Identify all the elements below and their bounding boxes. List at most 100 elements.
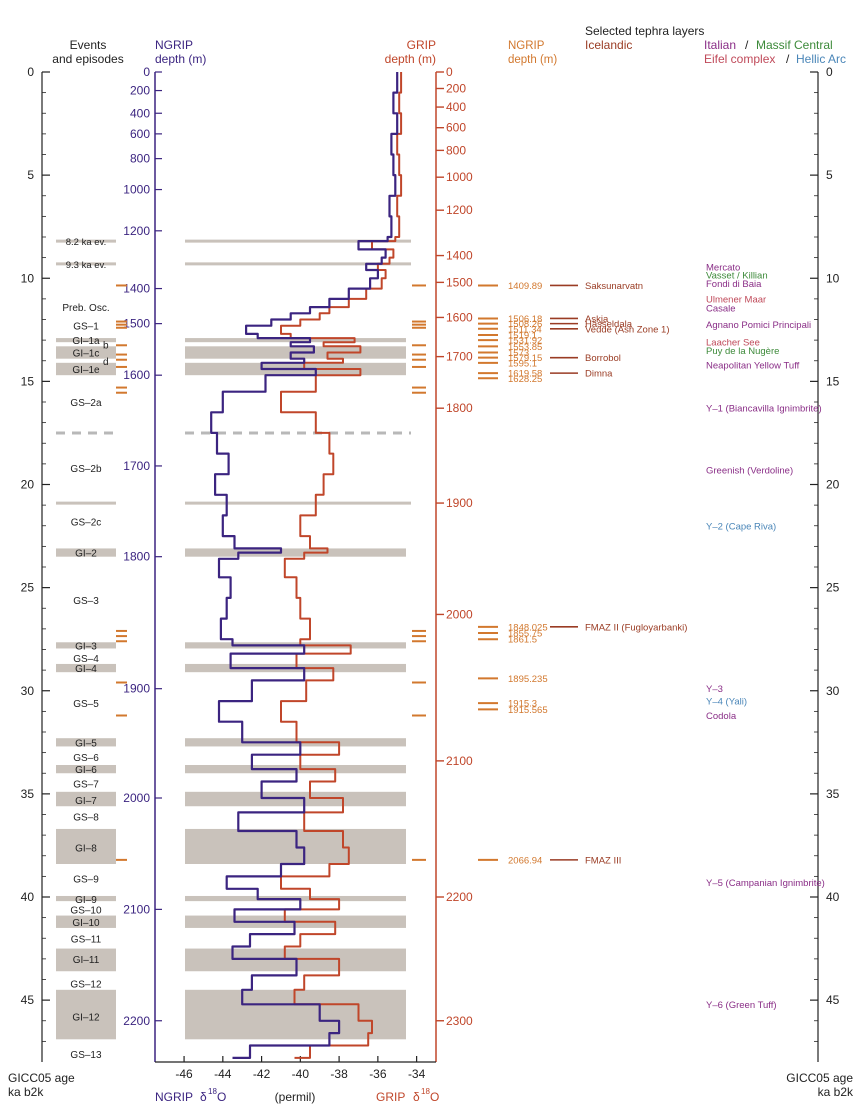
tephra-italian-name: Y–3: [706, 684, 723, 695]
ngrip-depth-tick-label: 2000: [123, 791, 150, 805]
tephra-italian-name: Codola: [706, 711, 737, 722]
episode-label: GI–4: [75, 664, 97, 675]
episode-label: GI–12: [72, 1013, 100, 1024]
ngrip-tephra-header-line1: NGRIP: [508, 40, 545, 52]
episode-label: GS–1: [73, 322, 99, 333]
grip-depth-tick-label: 1000: [446, 170, 473, 184]
tephra-hellic-name: Y–4 (Yali): [706, 697, 747, 708]
tephra-legend-italian: Italian: [704, 38, 736, 52]
d18o-tick-label: -46: [175, 1067, 193, 1081]
ngrip-d18o-label: NGRIP: [155, 1090, 193, 1104]
grip-depth-header-line1: GRIP: [407, 38, 436, 52]
interstadial-band: [185, 548, 406, 557]
episode-label: GI–9: [75, 895, 97, 906]
grip-depth-tick-label: 200: [446, 82, 466, 96]
tephra-italian-name: Y–1 (Biancavilla Ignimbrite): [706, 404, 822, 415]
ngrip-depth-tick-label: 0: [143, 65, 150, 79]
grip-depth-tick-label: 1200: [446, 203, 473, 217]
grip-d18o-o: O: [430, 1090, 439, 1104]
tephra-depth-label: 1915.3: [508, 699, 537, 710]
tephra-depth-label: 1855.75: [508, 629, 542, 640]
episode-label: GI–8: [75, 844, 97, 855]
event-band: [56, 895, 116, 902]
age-tick-label-left: 25: [21, 581, 35, 595]
event-band: [56, 948, 116, 972]
age-tick-label-left: 35: [21, 787, 35, 801]
episode-label: GI–1c: [73, 349, 100, 360]
age-tick-label-left: 5: [27, 168, 34, 182]
series-layer: [210, 72, 403, 1059]
tephra-legend-slash2: /: [786, 52, 790, 66]
tephra-layer: 1409.89 Saksunarvatn 1506.18 Askja 1508.26 Hä…: [116, 262, 825, 1011]
episode-label: GS–9: [73, 874, 99, 885]
tephra-legend-massif-central: Massif Central: [756, 38, 833, 52]
age-tick-label-left: 0: [27, 65, 34, 79]
episode-label: GS–11: [71, 934, 102, 945]
episode-label: GS–12: [70, 980, 102, 991]
age-tick-label-right: 25: [826, 581, 840, 595]
tephra-massif-name: Puy de la Nugère: [706, 346, 779, 357]
ngrip-depth-tick-label: 1700: [123, 459, 150, 473]
tephra-depth-label: 2066.94: [508, 855, 542, 866]
episode-label: GI–3: [75, 641, 97, 652]
event-band: [56, 765, 116, 774]
episode-label: GI–1a: [72, 336, 100, 347]
grip-depth-tick-label: 0: [446, 65, 453, 79]
grip-depth-tick-label: 2100: [446, 754, 473, 768]
ngrip-depth-tick-label: 1800: [123, 550, 150, 564]
tephra-icelandic-name: Dimna: [585, 369, 613, 380]
event-band: [56, 989, 116, 1040]
d18o-tick-label: -38: [330, 1067, 348, 1081]
ngrip-depth-tick-label: 1500: [123, 317, 150, 331]
event-sublabel: b: [103, 340, 109, 351]
grip-depth-tick-label: 2300: [446, 1014, 473, 1028]
age-axis-right-label-line2: ka b2k: [818, 1085, 854, 1099]
ngrip-depth-tick-label: 600: [130, 127, 150, 141]
age-tick-label-right: 20: [826, 478, 840, 492]
tephra-depth-label: 1915.565: [508, 705, 548, 716]
tephra-eifel-name: Ulmener Maar: [706, 294, 766, 305]
tephra-depth-label: 1519.1: [508, 330, 537, 341]
ngrip-depth-tick-label: 2200: [123, 1014, 150, 1028]
event-label: 8.2 ka ev.: [66, 237, 107, 248]
grip-depth-tick-label: 2200: [446, 890, 473, 904]
age-tick-label-left: 15: [21, 374, 35, 388]
tephra-depth-label: 1573: [508, 348, 529, 359]
tephra-italian-name: Neapolitan Yellow Tuff: [706, 360, 800, 371]
age-tick-label-left: 45: [21, 993, 35, 1007]
ngrip-depth-tick-label: 2100: [123, 902, 150, 916]
age-tick-label-right: 30: [826, 684, 840, 698]
event-band: [56, 791, 116, 807]
episode-label: GI–5: [75, 738, 97, 749]
tephra-depth-label: 1508.26: [508, 319, 542, 330]
tephra-depth-label: 1579.15: [508, 353, 542, 364]
grip-d18o-label: GRIP: [376, 1090, 405, 1104]
grip-depth-tick-label: 600: [446, 121, 466, 135]
episode-label: GS–4: [73, 654, 99, 665]
event-band: [56, 828, 116, 864]
tephra-depth-label: 1553.85: [508, 342, 542, 353]
d18o-units-label: (permil): [275, 1090, 316, 1104]
ngrip-d18o-series: [210, 72, 399, 1059]
age-tick-label-left: 40: [21, 890, 35, 904]
episode-label: GS–8: [73, 813, 99, 824]
events-header-line2: and episodes: [52, 52, 123, 66]
grip-depth-tick-label: 1500: [446, 275, 473, 289]
age-tick-label-right: 40: [826, 890, 840, 904]
tephra-depth-label: 1531.92: [508, 336, 542, 347]
tephra-italian-name: Casale: [706, 304, 736, 315]
d18o-tick-label: -42: [253, 1067, 271, 1081]
age-tick-label-left: 30: [21, 684, 35, 698]
tephra-legend-slash1: /: [745, 38, 749, 52]
d18o-tick-label: -34: [408, 1067, 426, 1081]
tephra-italian-name: Fondi di Baia: [706, 279, 762, 290]
ngrip-depth-tick-label: 1200: [123, 224, 150, 238]
ngrip-depth-tick-label: 400: [130, 106, 150, 120]
tephra-legend-icelandic: Icelandic: [585, 38, 632, 52]
grip-d18o-series: [280, 72, 403, 1059]
event-band: [56, 362, 116, 376]
episode-label: Preb. Osc.: [62, 303, 109, 314]
tephra-icelandic-name: Hässeldala: [585, 319, 633, 330]
tephra-icelandic-name: Vedde (Ash Zone 1): [585, 324, 670, 335]
tephra-massif-name: Vasset / Killian: [706, 271, 768, 282]
